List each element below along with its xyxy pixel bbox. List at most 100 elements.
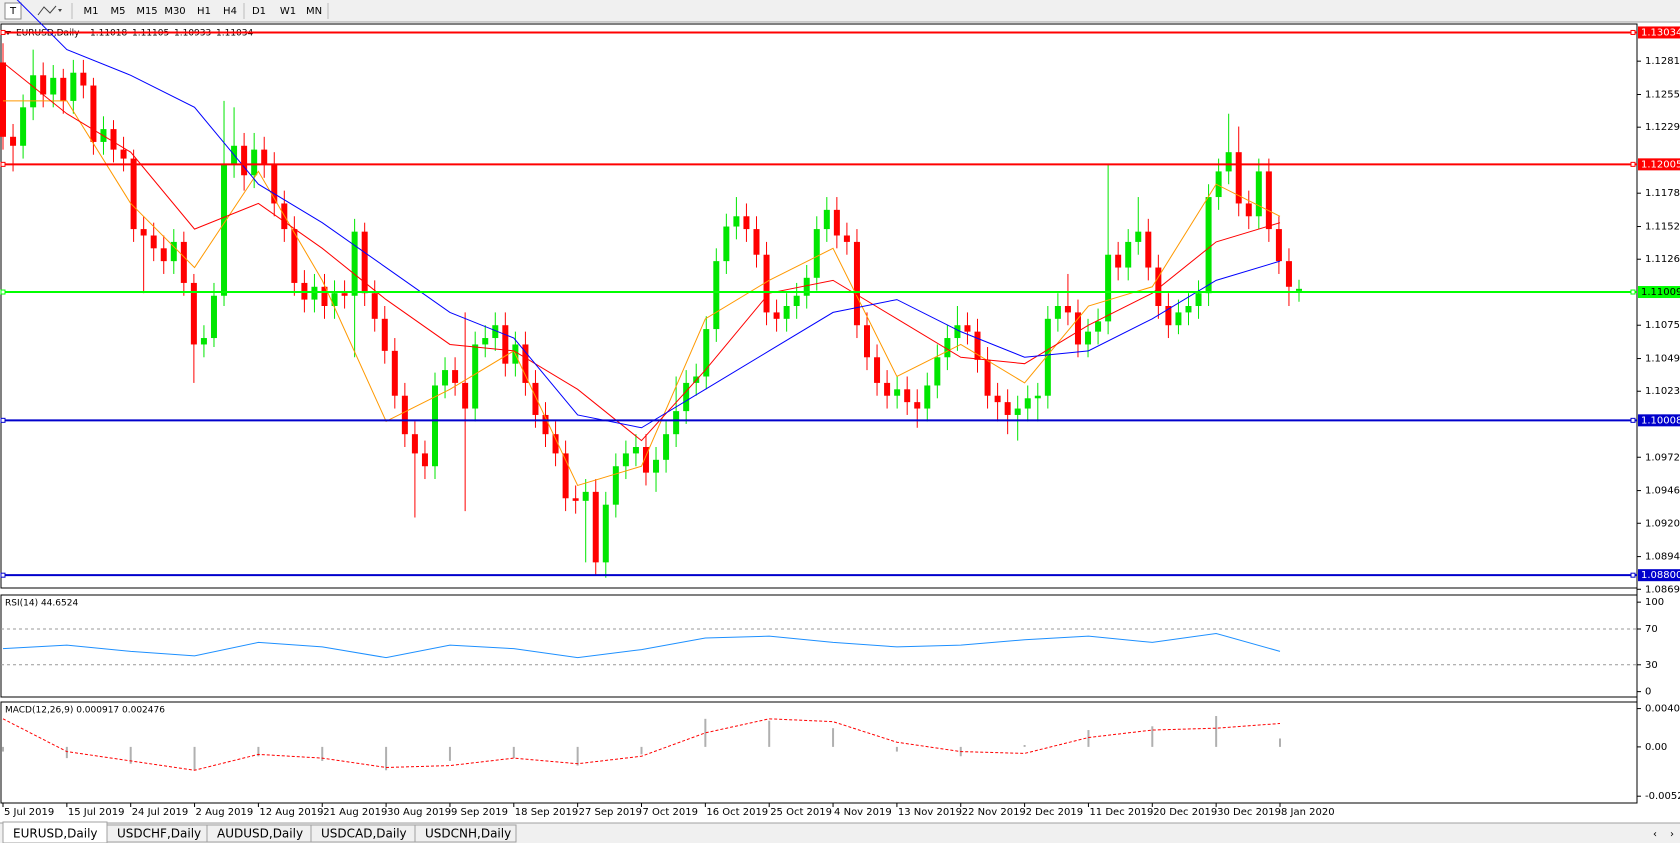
x-tick-label: 8 Jan 2020 (1281, 807, 1335, 818)
macd-bar (129, 746, 132, 764)
candle-body (261, 149, 268, 165)
crosshair-icon: T (9, 6, 17, 17)
timeframe-button[interactable]: M1 (84, 6, 99, 17)
candle-body (401, 395, 408, 435)
level-handle[interactable] (0, 29, 6, 35)
chart-tab-label[interactable]: USDCAD,Daily (321, 827, 407, 841)
candle-body (150, 235, 157, 249)
candle-body (924, 385, 931, 409)
candle-body (532, 382, 539, 415)
y-tick-label: 1.12810 (1645, 56, 1680, 67)
chart-tab-label[interactable]: EURUSD,Daily (13, 827, 98, 841)
y-tick-label: 1.11780 (1645, 188, 1680, 199)
candle-body (793, 295, 800, 306)
level-handle[interactable] (1630, 161, 1636, 167)
timeframe-button[interactable]: MN (306, 6, 322, 17)
moving-average (3, 100, 1281, 487)
candle-body (251, 149, 258, 176)
scroll-right[interactable]: › (1670, 829, 1674, 840)
x-tick-label: 24 Jul 2019 (132, 807, 189, 818)
x-tick-label: 27 Sep 2019 (579, 807, 642, 818)
x-tick-label: 25 Oct 2019 (770, 807, 832, 818)
y-tick-label: 1.12550 (1645, 90, 1680, 101)
candle-body (1175, 312, 1182, 326)
candle-body (894, 389, 901, 396)
x-tick-label: 30 Aug 2019 (387, 807, 451, 818)
timeframe-button[interactable]: W1 (280, 6, 296, 17)
level-handle[interactable] (0, 289, 6, 295)
level-price-label: 1.12005 (1641, 159, 1680, 170)
candle-body (753, 229, 760, 255)
candle-body (582, 491, 589, 501)
x-tick-label: 4 Nov 2019 (834, 807, 892, 818)
candle-body (130, 158, 137, 230)
macd-bar (385, 746, 388, 771)
candle-body (381, 318, 388, 351)
level-price-box (1638, 414, 1680, 427)
candle-body (40, 75, 47, 95)
candle-body (1034, 395, 1041, 399)
candle-body (823, 209, 830, 230)
crosshair-button[interactable] (4, 2, 22, 20)
candle-body (1095, 321, 1102, 332)
candle-body (1255, 171, 1262, 217)
chart-type-button[interactable] (37, 5, 57, 16)
x-tick-label: 21 Aug 2019 (323, 807, 387, 818)
scroll-left[interactable]: ‹ (1653, 829, 1657, 840)
x-tick-label: 22 Nov 2019 (962, 807, 1026, 818)
timeframe-button[interactable]: M30 (164, 6, 185, 17)
timeframe-button[interactable]: M5 (111, 6, 126, 17)
macd-bar (1279, 738, 1281, 747)
x-tick-label: 18 Sep 2019 (515, 807, 578, 818)
level-handle[interactable] (0, 161, 6, 167)
timeframe-button[interactable]: H4 (223, 6, 237, 17)
candle-body (1285, 261, 1292, 287)
candle-body (653, 459, 660, 473)
y-tick-label: 1.10750 (1645, 320, 1680, 331)
candle-body (0, 62, 6, 137)
macd-bar (640, 746, 643, 755)
timeframe-button[interactable]: H1 (197, 6, 211, 17)
candle-body (1044, 318, 1051, 396)
level-handle[interactable] (0, 417, 6, 423)
candle-body (311, 286, 318, 300)
macd-bar (768, 720, 771, 747)
candle-body (30, 75, 37, 108)
candle-body (622, 453, 629, 467)
chart-tab-label[interactable]: USDCHF,Daily (117, 827, 201, 841)
candle-body (904, 389, 911, 403)
chart-tab[interactable] (414, 824, 517, 843)
level-handle[interactable] (1630, 417, 1636, 423)
panel-frame (0, 701, 1638, 804)
y-tick-label: 1.10490 (1645, 354, 1680, 365)
level-handle[interactable] (1630, 572, 1636, 578)
macd-bar (193, 746, 196, 771)
candle-body (391, 350, 398, 396)
chart-tab-label[interactable]: USDCNH,Daily (425, 827, 511, 841)
level-price-box (1638, 569, 1680, 582)
macd-signal (2, 718, 1281, 771)
y-tick-label: 100 (1645, 597, 1664, 608)
level-handle[interactable] (1630, 289, 1636, 295)
candle-body (954, 325, 961, 339)
candle-body (1155, 267, 1162, 306)
moving-average (2, 62, 1281, 442)
candle-body (733, 216, 740, 227)
timeframe-button[interactable]: M15 (136, 6, 157, 17)
x-tick-label: 7 Oct 2019 (643, 807, 698, 818)
candle-body (331, 293, 338, 306)
level-handle[interactable] (1630, 29, 1636, 35)
level-price-box (1638, 26, 1680, 39)
ohlc-value: 1.11034 (216, 29, 253, 39)
timeframe-button[interactable]: D1 (252, 6, 266, 17)
candle-body (663, 434, 670, 460)
ohlc-value: 1.11018 (90, 29, 127, 39)
macd-bar (1087, 730, 1090, 747)
candle-body (763, 254, 770, 313)
chart-tab-label[interactable]: AUDUSD,Daily (217, 827, 303, 841)
candle-body (472, 344, 479, 409)
candle-body (703, 329, 710, 377)
candle-body (1074, 312, 1081, 345)
candle-body (642, 447, 649, 473)
level-handle[interactable] (0, 572, 6, 578)
